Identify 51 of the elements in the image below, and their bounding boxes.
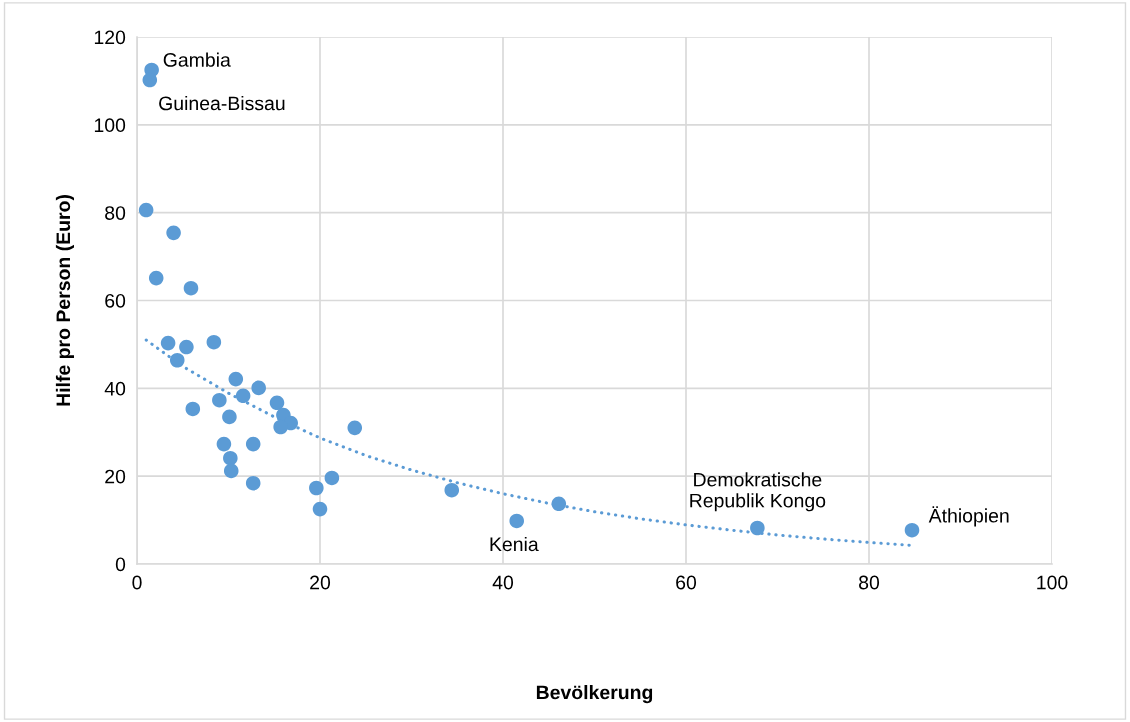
point — [185, 401, 201, 417]
point — [223, 463, 239, 479]
point — [179, 339, 194, 355]
point — [312, 501, 328, 517]
annotation: Demokratische Republik Kongo — [690, 472, 826, 512]
point — [235, 388, 251, 404]
point — [169, 352, 185, 368]
x-axis-title: Bevölkerung — [536, 685, 653, 704]
point — [223, 450, 238, 466]
y-tick-label: 100 — [94, 118, 126, 133]
y-tick-label: 60 — [105, 293, 126, 308]
point — [324, 470, 340, 486]
point — [904, 522, 920, 538]
y-tick-label: 40 — [104, 381, 126, 396]
point — [309, 480, 324, 496]
point — [551, 496, 567, 512]
x-tick-label: 60 — [676, 575, 697, 590]
point — [228, 371, 244, 387]
point — [138, 202, 154, 218]
annotation: Äthiopien — [928, 506, 1009, 527]
point — [444, 482, 460, 498]
x-tick-label: 40 — [492, 575, 514, 590]
point — [206, 334, 222, 350]
point — [183, 280, 199, 296]
y-tick-label: 0 — [115, 557, 126, 572]
y-tick-label: 80 — [105, 206, 126, 220]
point — [245, 436, 261, 452]
point — [750, 520, 765, 536]
point — [509, 513, 525, 529]
annotation: Kenia — [490, 536, 539, 552]
annotation: Guinea-Bissau — [159, 95, 285, 111]
point — [148, 270, 164, 286]
point — [347, 420, 363, 436]
y-tick-label: 20 — [105, 469, 126, 484]
point — [269, 395, 285, 411]
x-tick-label: 0 — [132, 575, 142, 590]
x-tick-label: 100 — [1037, 575, 1068, 590]
x-tick-label: 80 — [859, 575, 880, 590]
point — [273, 419, 288, 435]
point — [245, 475, 261, 491]
point — [216, 436, 232, 452]
y-tick-label: 120 — [94, 30, 126, 45]
y-axis-title: Hilfe pro Person (Euro) — [55, 195, 75, 406]
x-tick-label: 20 — [310, 575, 331, 590]
point — [212, 392, 227, 408]
point — [166, 225, 181, 241]
point — [251, 380, 266, 396]
point — [222, 409, 237, 425]
annotation: Gambia — [163, 52, 231, 67]
point — [142, 72, 158, 88]
point — [160, 335, 176, 351]
